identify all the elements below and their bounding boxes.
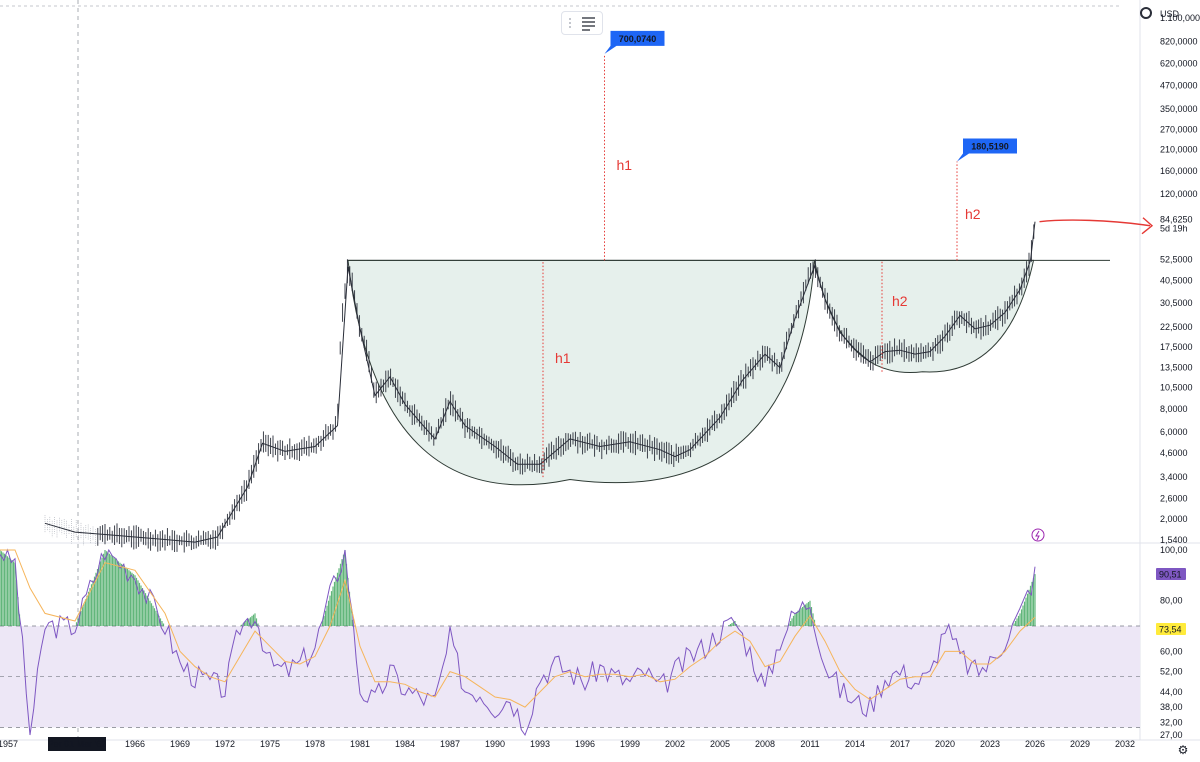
target-2-callout-box: [957, 138, 1017, 162]
h2-upper-label: h2: [965, 206, 981, 222]
h2-lower-label: h2: [892, 293, 908, 309]
rsi-ma-label: 73,54: [1159, 625, 1182, 635]
hand-arrow-line: [1039, 219, 1151, 227]
rsi-tick-label: 60,00: [1160, 646, 1183, 656]
currency-icon: [1140, 7, 1152, 19]
current-price-box: [1158, 211, 1198, 233]
rsi-tick-label: 32,00: [1160, 717, 1183, 727]
price-tick-label: 22,5000: [1160, 322, 1193, 332]
price-tick-label: 4,6000: [1160, 448, 1188, 458]
time-tick-label: 2032: [1115, 739, 1135, 749]
price-tick-label: 6,0000: [1160, 427, 1188, 437]
price-series: [44, 221, 1036, 553]
price-tick-label: 13,5000: [1160, 363, 1193, 373]
price-tick-label: 210,0000: [1160, 145, 1198, 155]
current-price-label: 84,6250: [1160, 215, 1193, 225]
price-tick-label: 270,0000: [1160, 125, 1198, 135]
hand-arrow-head: [1141, 217, 1154, 235]
rsi-tick-label: 52,00: [1160, 667, 1183, 677]
target-2-callout: 180,5190: [971, 142, 1009, 152]
cup-1-area: [347, 259, 816, 486]
time-tick-label: 1996: [575, 739, 595, 749]
h1-upper-label: h1: [617, 157, 633, 173]
rsi-value-label: 90,51: [1159, 570, 1182, 580]
time-tick-label: 1981: [350, 739, 370, 749]
price-tick-label: 30,5000: [1160, 298, 1193, 308]
price-tick-label: 40,5000: [1160, 275, 1193, 285]
price-tick-label: 17,5000: [1160, 342, 1193, 352]
time-tick-label: 2020: [935, 739, 955, 749]
price-tick-label: 120,0000: [1160, 189, 1198, 199]
rsi-line: [0, 548, 1036, 737]
rsi-tick-label: 38,00: [1160, 702, 1183, 712]
time-tick-label: 1978: [305, 739, 325, 749]
price-tick-label: 8,0000: [1160, 404, 1188, 414]
time-tick-label: 1987: [440, 739, 460, 749]
rsi-ma-line: [0, 549, 1036, 708]
time-tick-label: 2029: [1070, 739, 1090, 749]
rsi-ma-badge: [1156, 623, 1186, 636]
target-1-callout-box: [604, 30, 665, 54]
time-tick-label: 2023: [980, 739, 1000, 749]
drawing-toolbar-button[interactable]: [561, 11, 603, 35]
price-tick-label: 3,4000: [1160, 472, 1188, 482]
time-tick-label: 2008: [755, 739, 775, 749]
time-tick-label: 1972: [215, 739, 235, 749]
price-tick-label: 1.100,0000: [1160, 13, 1200, 23]
price-tick-label: 2,6000: [1160, 493, 1188, 503]
time-tick-label: 1993: [530, 739, 550, 749]
lightning-icon: [1031, 528, 1045, 542]
price-tick-label: 620,0000: [1160, 59, 1198, 69]
target-1-callout: 700,0740: [619, 34, 657, 44]
currency-selector[interactable]: USD: [1140, 6, 1192, 22]
crosshair-time-label: Per 01 Mar '62: [48, 739, 107, 749]
price-tick-label: 52,5000: [1160, 255, 1193, 265]
lightning-icon-glyph: [1035, 530, 1040, 541]
time-tick-label: 2026: [1025, 739, 1045, 749]
time-tick-label: 2017: [890, 739, 910, 749]
time-tick-label: 2005: [710, 739, 730, 749]
time-tick-label: 1975: [260, 739, 280, 749]
price-line: [44, 221, 1036, 543]
price-tick-label: 2,0000: [1160, 514, 1188, 524]
time-tick-label: 1966: [125, 739, 145, 749]
time-tick-label: 2014: [845, 739, 865, 749]
time-tick-label: 1999: [620, 739, 640, 749]
price-tick-label: 470,0000: [1160, 81, 1198, 91]
price-tick-label: 10,5000: [1160, 383, 1193, 393]
countdown-label: 5d 19h: [1160, 224, 1188, 234]
time-tick-label: 1990: [485, 739, 505, 749]
rsi-value-badge: [1156, 568, 1186, 581]
crosshair-time-box: [48, 737, 106, 751]
drawing-toolbar-icon: [569, 17, 595, 31]
price-tick-label: 820,0000: [1160, 36, 1198, 46]
currency-label: USD: [1160, 9, 1180, 19]
time-tick-label: 2011: [800, 739, 819, 749]
rsi-tick-label: 44,00: [1160, 687, 1183, 697]
price-tick-label: 350,0000: [1160, 104, 1198, 114]
time-tick-label: 1969: [170, 739, 190, 749]
price-tick-label: 160,0000: [1160, 166, 1198, 176]
time-tick-label: 1957: [0, 739, 18, 749]
rsi-tick-label: 27,00: [1160, 730, 1183, 740]
price-tick-label: 1,5400: [1160, 535, 1188, 545]
rsi-tick-label: 100,00: [1160, 545, 1188, 555]
rsi-overbought-fill: [0, 550, 1036, 627]
time-tick-label: 1984: [395, 739, 415, 749]
rsi-tick-label: 80,00: [1160, 596, 1183, 606]
h1-lower-label: h1: [555, 350, 571, 366]
gear-icon[interactable]: ⚙: [1177, 743, 1189, 757]
time-tick-label: 2002: [665, 739, 685, 749]
